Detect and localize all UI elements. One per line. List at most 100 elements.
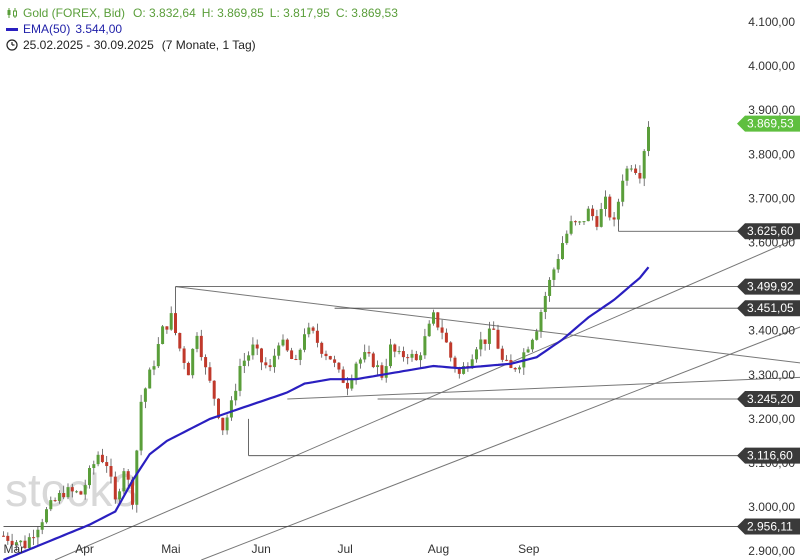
trendline [54,236,800,560]
candle-body [539,312,543,332]
open-value: O: 3.832,64 [133,6,196,20]
candle-body [457,368,461,374]
candle-body [281,339,285,346]
candle-body [453,357,457,369]
level-label-bg [737,447,800,464]
ema-label: EMA(50) [23,22,71,36]
candle-body [272,355,276,368]
candle-body [341,369,345,383]
candle-body [242,360,246,366]
candle-body [595,216,599,227]
candle-body [320,342,324,354]
candle-body [113,476,117,500]
candle-body [642,151,646,179]
legend-range-row: 25.02.2025 - 30.09.2025 (7 Monate, 1 Tag… [6,37,398,53]
candle-body [333,359,337,363]
candle-body [410,353,414,358]
candle-body [346,382,349,389]
candle-body [621,180,625,202]
candle-body [27,537,31,549]
candle-body [376,365,380,368]
candle-body [10,540,14,545]
y-tick-label: 3.000,00 [748,500,795,514]
level-label-bg [737,518,800,535]
candle-body [500,348,504,360]
candle-body [470,359,474,369]
candle-body [277,345,281,356]
candle-body [423,336,427,356]
candle-body [479,339,483,350]
candle-body [212,380,216,399]
candle-body [625,168,629,181]
candle-body [427,323,431,337]
candle-body [156,344,160,367]
candle-body [552,269,556,280]
y-tick-label: 4.000,00 [748,59,795,73]
level-label: 3.245,20 [747,392,794,406]
candle-body [294,359,298,361]
y-tick-label: 3.400,00 [748,324,795,338]
candle-body [604,196,607,209]
candle-body [444,332,448,343]
candle-body [543,295,547,313]
candle-body [285,339,289,351]
y-tick-label: 3.800,00 [748,147,795,161]
price-badges: 3.499,92 3.451,05 3.245,20 3.116,60 3.625,60… [737,115,800,535]
candle-body [131,479,134,505]
y-tick-label: 3.700,00 [748,191,795,205]
candle-body [578,221,582,223]
chart-legend: Gold (FOREX, Bid) O: 3.832,64 H: 3.869,8… [6,5,398,53]
candle-body [328,356,332,360]
candle-body [225,417,229,431]
candle-body [208,367,212,381]
candle-body [419,355,423,361]
x-tick-label: Aug [428,542,449,556]
candle-body [6,535,10,541]
candle-body [582,221,586,223]
candle-body [204,357,208,368]
candle-body [367,352,371,354]
candle-body [401,351,405,358]
x-tick-label: Apr [75,542,94,556]
trendlines [54,236,800,560]
candle-body [616,201,620,220]
candle-body [350,378,354,389]
y-tick-label: 4.100,00 [748,15,795,29]
x-tick-label: Jul [338,542,353,556]
date-range: 25.02.2025 - 30.09.2025 [23,38,154,52]
candle-body [612,217,616,220]
candle-body [195,335,199,349]
candle-body [634,168,638,173]
candle-body [573,221,577,223]
candle-body [513,367,517,370]
x-tick-label: Mär [4,542,25,556]
high-value: H: 3.869,85 [201,6,264,20]
candle-body [19,540,23,543]
y-tick-label: 2.900,00 [748,544,795,558]
candle-body [440,327,444,333]
candle-body [315,330,319,343]
candle-body [165,326,169,330]
trendline [201,326,800,560]
candle-body [487,328,491,344]
candle-body [14,542,18,545]
candle-body [406,357,410,359]
candle-body [66,487,70,498]
candle-body [556,258,560,270]
candle-body [518,367,521,370]
candle-body [75,491,79,493]
candle-body [122,471,126,492]
candlestick-icon [7,8,17,18]
candle-body [371,353,375,368]
candle-body [182,348,186,363]
y-tick-label: 3.200,00 [748,412,795,426]
x-tick-label: Sep [518,542,540,556]
candle-body [526,349,530,353]
trendline [287,376,800,400]
last-price-label: 3.869,53 [747,117,794,131]
candle-body [629,168,633,170]
candle-body [397,351,401,353]
candle-body [337,362,341,370]
candle-body [311,327,315,331]
